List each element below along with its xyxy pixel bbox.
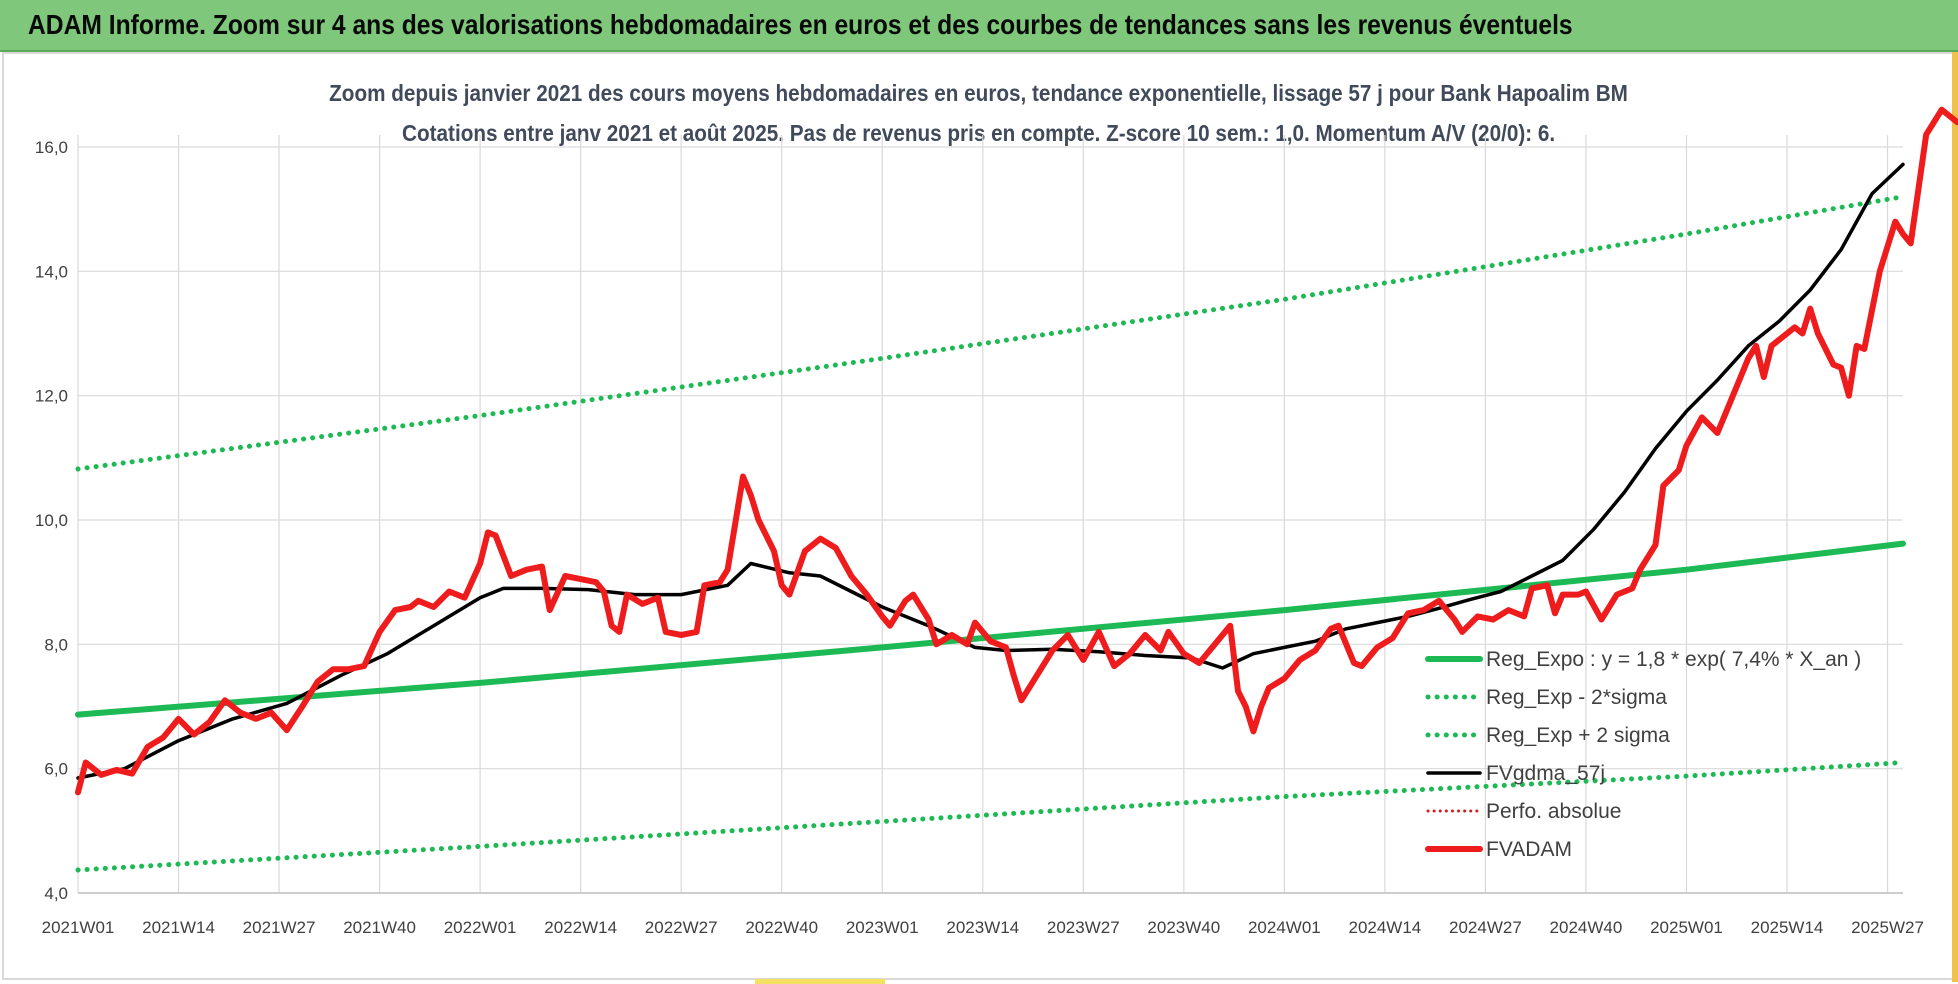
x-tick-label: 2025W27 bbox=[1851, 918, 1924, 937]
x-tick-label: 2023W14 bbox=[946, 918, 1019, 937]
x-tick-label: 2022W40 bbox=[745, 918, 818, 937]
series-line-5 bbox=[75, 106, 1958, 796]
legend-label-1: Reg_Exp - 2*sigma bbox=[1486, 686, 1667, 709]
x-tick-label: 2024W40 bbox=[1550, 918, 1623, 937]
x-tick-label: 2021W27 bbox=[243, 918, 316, 937]
x-tick-label: 2025W01 bbox=[1650, 918, 1723, 937]
series-lines bbox=[75, 106, 1958, 873]
series-line-1 bbox=[75, 760, 1906, 873]
legend-label-2: Reg_Exp + 2 sigma bbox=[1486, 724, 1670, 747]
series-line-2 bbox=[75, 194, 1906, 472]
x-tick-label: 2022W27 bbox=[645, 918, 718, 937]
legend-label-5: FVADAM bbox=[1486, 838, 1572, 861]
y-tick-label: 14,0 bbox=[35, 262, 68, 281]
x-axis-ticks: 2021W01 2021W14 2021W27 2021W40 2022W01 2022W… bbox=[42, 918, 1924, 937]
x-tick-label: 2021W40 bbox=[343, 918, 416, 937]
legend-label-4: Perfo. absolue bbox=[1486, 800, 1621, 823]
legend-label-0: Reg_Expo : y = 1,8 * exp( 7,4% * X_an ) bbox=[1486, 648, 1861, 671]
y-axis-ticks: 4,0 6,0 8,0 10,0 12,0 14,0 16,0 bbox=[35, 138, 68, 903]
x-tick-label: 2024W27 bbox=[1449, 918, 1522, 937]
x-tick-label: 2024W01 bbox=[1248, 918, 1321, 937]
y-tick-label: 4,0 bbox=[44, 884, 68, 903]
series-line-3 bbox=[76, 162, 1905, 780]
chart-subtitle: Cotations entre janv 2021 et août 2025. … bbox=[402, 120, 1556, 146]
x-tick-label: 2023W01 bbox=[846, 918, 919, 937]
frame-accent-right bbox=[1952, 52, 1958, 982]
y-tick-label: 10,0 bbox=[35, 511, 68, 530]
banner-title: ADAM Informe. Zoom sur 4 ans des valoris… bbox=[28, 9, 1573, 40]
grid bbox=[77, 135, 1903, 894]
legend-label-3: FVgdma_57j bbox=[1486, 762, 1605, 785]
frame-accent-bottom bbox=[755, 979, 885, 984]
x-tick-label: 2021W14 bbox=[142, 918, 215, 937]
x-tick-label: 2025W14 bbox=[1751, 918, 1824, 937]
x-tick-label: 2024W14 bbox=[1348, 918, 1421, 937]
series-line-0 bbox=[75, 540, 1906, 718]
y-tick-label: 12,0 bbox=[35, 387, 68, 406]
y-tick-label: 8,0 bbox=[44, 635, 68, 654]
x-tick-label: 2022W14 bbox=[544, 918, 617, 937]
banner: ADAM Informe. Zoom sur 4 ans des valoris… bbox=[0, 0, 1958, 52]
y-tick-label: 16,0 bbox=[35, 138, 68, 157]
y-tick-label: 6,0 bbox=[44, 760, 68, 779]
legend: Reg_Expo : y = 1,8 * exp( 7,4% * X_an ) R… bbox=[1425, 648, 1861, 861]
chart-title: Zoom depuis janvier 2021 des cours moyen… bbox=[329, 80, 1629, 106]
x-tick-label: 2022W01 bbox=[444, 918, 517, 937]
x-tick-label: 2023W40 bbox=[1147, 918, 1220, 937]
x-tick-label: 2021W01 bbox=[42, 918, 115, 937]
x-tick-label: 2023W27 bbox=[1047, 918, 1120, 937]
